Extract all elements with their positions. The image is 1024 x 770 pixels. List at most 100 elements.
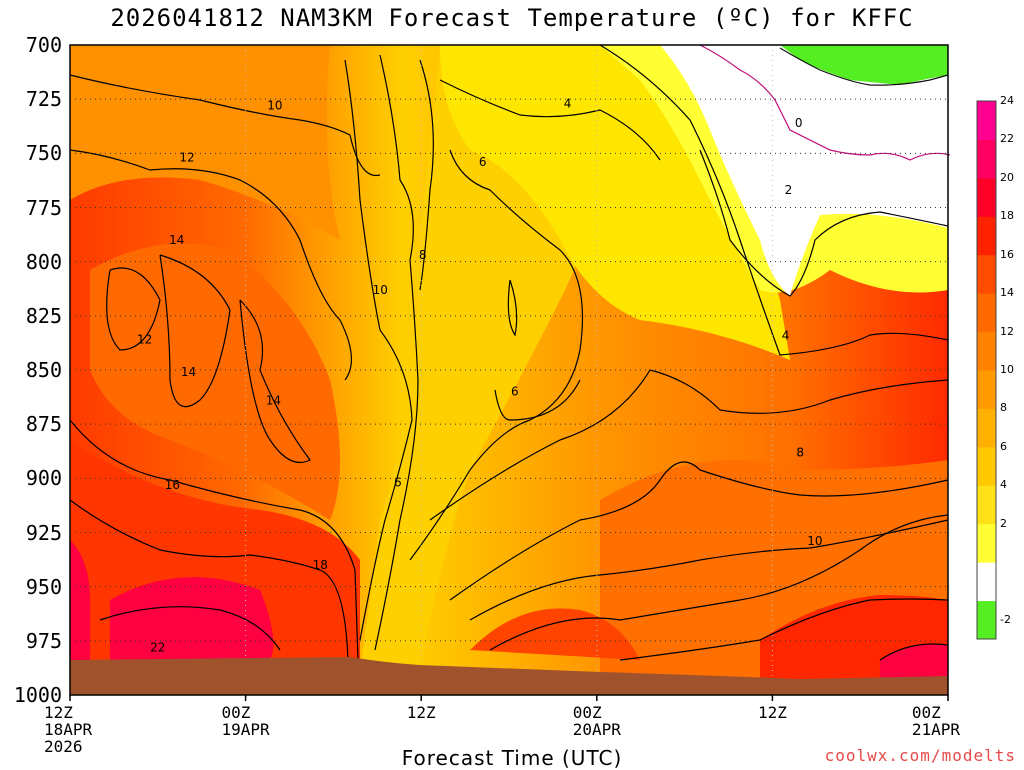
colorbar-tick-label: -2 [1000,612,1011,626]
colorbar-segment [977,600,996,640]
contour-line [374,54,419,651]
colorbar-segment [977,446,996,486]
colorbar-segment [977,523,996,563]
colorbar-tick-label: 18 [1000,209,1014,223]
contour-label: 4 [564,97,572,111]
fill-white-region [660,45,948,296]
contour-label: 16 [165,478,180,492]
plot-frame [69,44,949,696]
fill-green-region [780,45,948,85]
fill-lower-mid-warm [470,608,640,660]
contour-label: 2 [785,183,793,197]
y-tick-label: 800 [25,249,62,274]
contour-line [106,267,161,351]
contour-line [69,499,349,661]
y-tick-label: 750 [25,141,62,166]
contour-label: 0 [795,116,803,130]
contour-line [699,44,951,161]
y-tick-label: 975 [25,628,62,653]
contour-label: 12 [137,333,152,347]
colorbar-segment [977,293,996,333]
colorbar-tick-label: 2 [1000,516,1007,530]
terrain-ground [70,657,948,695]
contour-label: 8 [419,248,427,262]
colorbar-segment [977,408,996,448]
colorbar [976,100,997,640]
colorbar-tick-label: 8 [1000,401,1007,415]
contour-line [429,369,949,521]
colorbar-tick-label: 4 [1000,478,1007,492]
contour-label: 14 [181,365,196,379]
x-axis-label: Forecast Time (UTC) [401,746,623,770]
contour-line [507,279,518,337]
y-tick-label: 1000 [13,683,62,707]
contour-label: 14 [169,233,184,247]
contour-line [494,379,581,421]
contour-label: 10 [807,534,822,548]
contour-line [344,59,413,641]
colorbar-segment [977,562,996,602]
fill-lower-right-core [880,644,948,678]
contour-label: 18 [313,558,328,572]
y-tick-label: 925 [25,520,62,545]
chart-title: 2026041812 NAM3KM Forecast Temperature (… [110,4,914,32]
colorbar-frame [976,100,997,640]
contour-lines [69,44,951,661]
x-tick-label: 12Z [406,703,436,722]
colorbar-segment [977,177,996,217]
contour-line [419,59,434,291]
contour-line [69,419,359,661]
contour-line [409,149,584,561]
contour-label: 14 [266,393,281,407]
x-tick-marks [69,695,949,701]
contour-label: 6 [394,476,402,490]
contour-label: 10 [267,99,282,113]
contour-line [599,44,949,356]
contour-label: 12 [179,151,194,165]
colorbar-tick-label: 22 [1000,132,1014,146]
contour-label: 22 [150,640,165,654]
y-tick-label: 725 [25,87,62,112]
contour-line [489,514,949,651]
contour-line [159,254,231,408]
contour-label: 8 [796,445,804,459]
contour-line [699,149,949,297]
x-tick-label: 00Z 21APR [911,703,960,739]
colorbar-segment [977,101,996,140]
temperature-fill [70,45,948,695]
contour-line [779,47,949,86]
y-tick-label: 850 [25,358,62,382]
y-tick-label: 875 [25,412,62,437]
x-tick-label: 12Z 18APR 2026 [44,703,93,756]
fill-14-band [90,243,340,521]
colorbar-tick-label: 14 [1000,286,1014,300]
colorbar-tick-label: 20 [1000,170,1014,184]
contour-line [439,79,661,161]
x-tick-label: 00Z 19APR [221,703,270,739]
contour-label: 10 [373,283,388,297]
contour-label: 4 [782,328,790,342]
fill-orange-upper-left [70,45,340,240]
x-tick-label: 00Z 20APR [572,703,621,739]
y-tick-label: 700 [25,33,62,57]
contour-line [99,606,281,651]
colorbar-segment [977,485,996,525]
source-credit[interactable]: coolwx.com/modelts [824,746,1016,765]
contour-line [449,461,949,601]
y-tick-label: 950 [25,574,62,599]
y-tick-label: 900 [25,466,62,491]
colorbar-tick-label: 6 [1000,439,1007,453]
colorbar-tick-label: 10 [1000,363,1014,376]
contour-line [879,643,949,661]
y-tick-label: 825 [25,303,62,328]
contour-label: 6 [511,385,519,399]
x-tick-label: 12Z [757,703,787,722]
contour-labels: 10 12 14 12 14 14 16 18 22 10 8 6 6 6 4 0 2 4 8 10 [137,97,822,655]
contour-line [69,149,353,381]
colorbar-tick-label: 12 [1000,324,1014,338]
colorbar-segment [977,254,996,294]
fill-22-core [70,540,274,660]
colorbar-tick-label: 16 [1000,247,1014,261]
colorbar-segment [977,139,996,179]
